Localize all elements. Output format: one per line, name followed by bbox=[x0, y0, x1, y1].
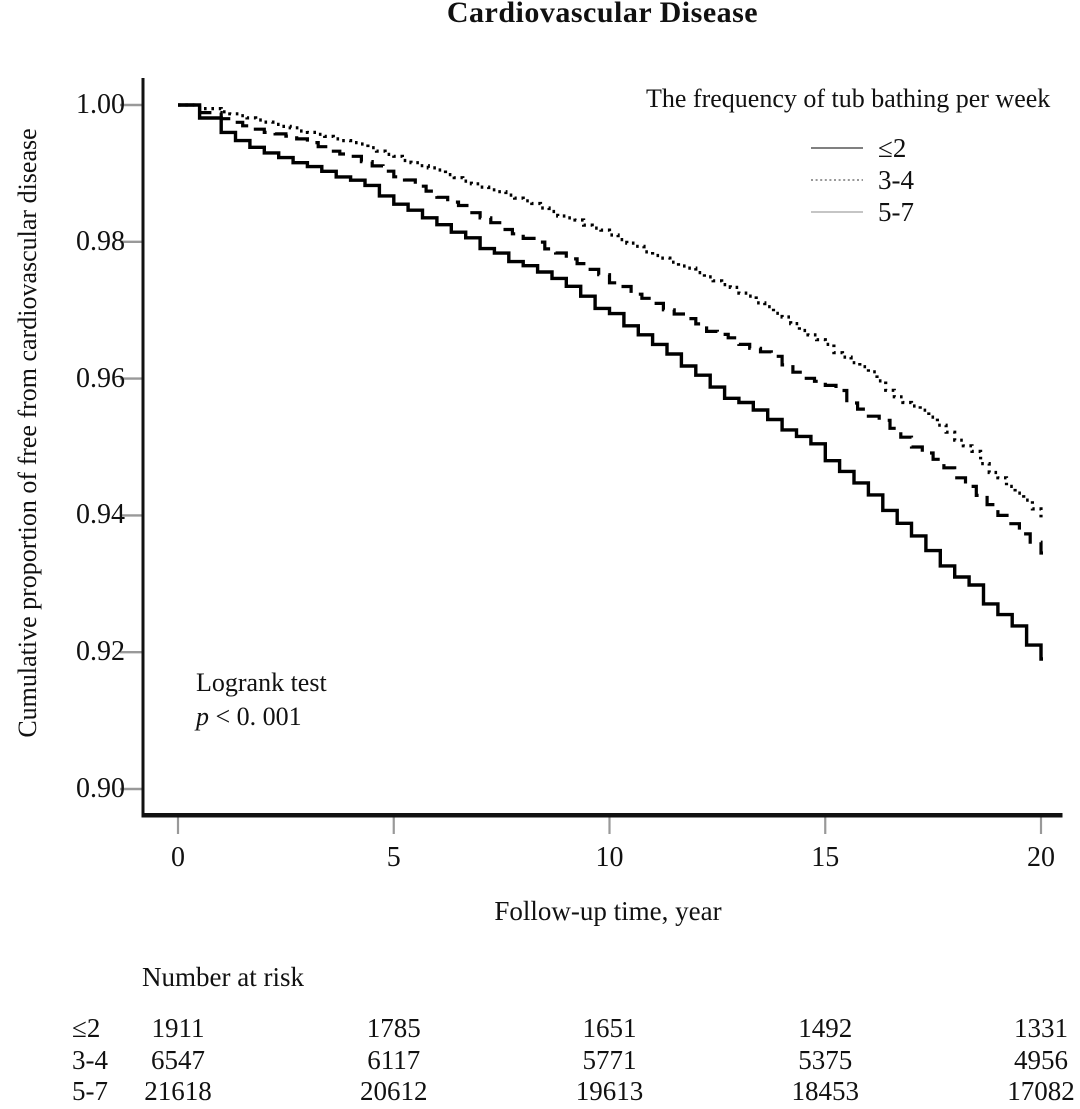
y-tick-label: 0.90 bbox=[76, 773, 125, 804]
risk-cell: 6117 bbox=[367, 1044, 421, 1075]
legend-line-sample-≤2 bbox=[811, 147, 863, 149]
logrank-test-label: Logrank test bbox=[196, 668, 327, 697]
risk-cell: 1911 bbox=[151, 1013, 205, 1043]
risk-cell: 17082 bbox=[1007, 1076, 1075, 1106]
risk-row-label: ≤2 bbox=[72, 1013, 101, 1043]
risk-cell: 18453 bbox=[791, 1076, 860, 1106]
x-tick-label: 0 bbox=[171, 842, 185, 873]
legend-line-sample-5-7 bbox=[811, 211, 863, 213]
curve-3-4 bbox=[178, 103, 1043, 555]
risk-cell: 1331 bbox=[1014, 1013, 1068, 1043]
risk-cell: 1785 bbox=[366, 1013, 421, 1043]
y-tick-label: 0.98 bbox=[76, 225, 125, 257]
chart-title: Cardiovascular Disease bbox=[446, 0, 759, 29]
curve-5-7 bbox=[178, 103, 1043, 521]
y-tick-label: 0.92 bbox=[76, 636, 125, 668]
risk-cell: 1492 bbox=[798, 1013, 853, 1043]
risk-cell: 5375 bbox=[798, 1044, 853, 1075]
risk-row-label: 3-4 bbox=[72, 1044, 108, 1075]
y-tick-label: 1.00 bbox=[76, 89, 125, 120]
x-tick-label: 5 bbox=[386, 842, 401, 873]
risk-cell: 5771 bbox=[582, 1044, 637, 1075]
risk-cell: 21618 bbox=[144, 1076, 212, 1106]
risk-cell: 4956 bbox=[1014, 1044, 1068, 1075]
x-axis-title: Follow-up time, year bbox=[494, 896, 722, 926]
number-at-risk-header: Number at risk bbox=[142, 962, 304, 992]
p-value-label: p < 0. 001 bbox=[196, 702, 302, 731]
curve-≤2 bbox=[178, 103, 1043, 661]
y-axis-line bbox=[141, 78, 145, 817]
legend-label-5-7: 5-7 bbox=[878, 197, 914, 227]
x-tick-label: 20 bbox=[1027, 842, 1055, 873]
risk-cell: 1651 bbox=[582, 1013, 637, 1043]
risk-row-label: 5-7 bbox=[72, 1076, 108, 1106]
risk-cell: 19613 bbox=[575, 1076, 644, 1106]
x-tick-label: 10 bbox=[595, 842, 624, 873]
logrank-annotation: Logrank test p < 0. 001 bbox=[196, 666, 327, 734]
risk-cell: 6547 bbox=[151, 1044, 205, 1075]
x-tick-label: 15 bbox=[811, 842, 840, 873]
y-tick-label: 0.94 bbox=[76, 499, 125, 531]
x-axis-line bbox=[141, 813, 1063, 818]
legend-title: The frequency of tub bathing per week bbox=[646, 84, 1051, 113]
risk-cell: 20612 bbox=[360, 1076, 428, 1106]
legend-label-3-4: 3-4 bbox=[878, 165, 914, 195]
legend-line-sample-3-4 bbox=[811, 179, 863, 181]
legend-label-≤2: ≤2 bbox=[878, 133, 907, 163]
y-tick-label: 0.96 bbox=[76, 362, 125, 394]
